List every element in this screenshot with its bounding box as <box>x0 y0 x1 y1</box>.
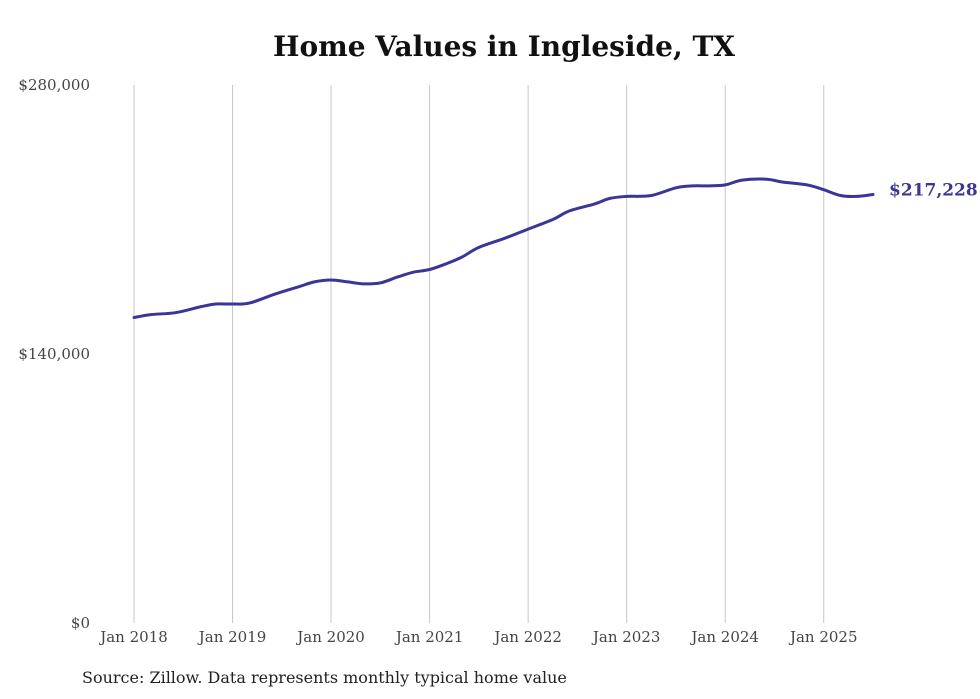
chart-title: Home Values in Ingleside, TX <box>272 30 735 63</box>
x-tick-label: Jan 2020 <box>295 628 365 646</box>
series-layer <box>132 177 875 319</box>
source-note: Source: Zillow. Data represents monthly … <box>82 668 567 687</box>
x-tick-label: Jan 2022 <box>492 628 562 646</box>
x-tick-label: Jan 2023 <box>591 628 661 646</box>
end-label-layer: $217,228 <box>889 181 978 201</box>
x-tick-label: Jan 2019 <box>197 628 267 646</box>
grid-lines <box>133 85 825 623</box>
y-tick-label: $0 <box>71 614 90 632</box>
y-tick-label: $140,000 <box>18 345 90 363</box>
x-tick-label: Jan 2025 <box>788 628 858 646</box>
end-value-label: $217,228 <box>889 181 978 201</box>
y-tick-label: $280,000 <box>18 76 90 94</box>
x-tick-label: Jan 2021 <box>394 628 464 646</box>
y-axis-ticks: $0 $140,000 $280,000 <box>18 76 90 632</box>
x-tick-label: Jan 2018 <box>98 628 168 646</box>
x-tick-label: Jan 2024 <box>689 628 759 646</box>
x-axis-ticks: Jan 2018 Jan 2019 Jan 2020 Jan 2021 Jan 2022… <box>98 628 857 646</box>
series-line <box>132 177 875 319</box>
